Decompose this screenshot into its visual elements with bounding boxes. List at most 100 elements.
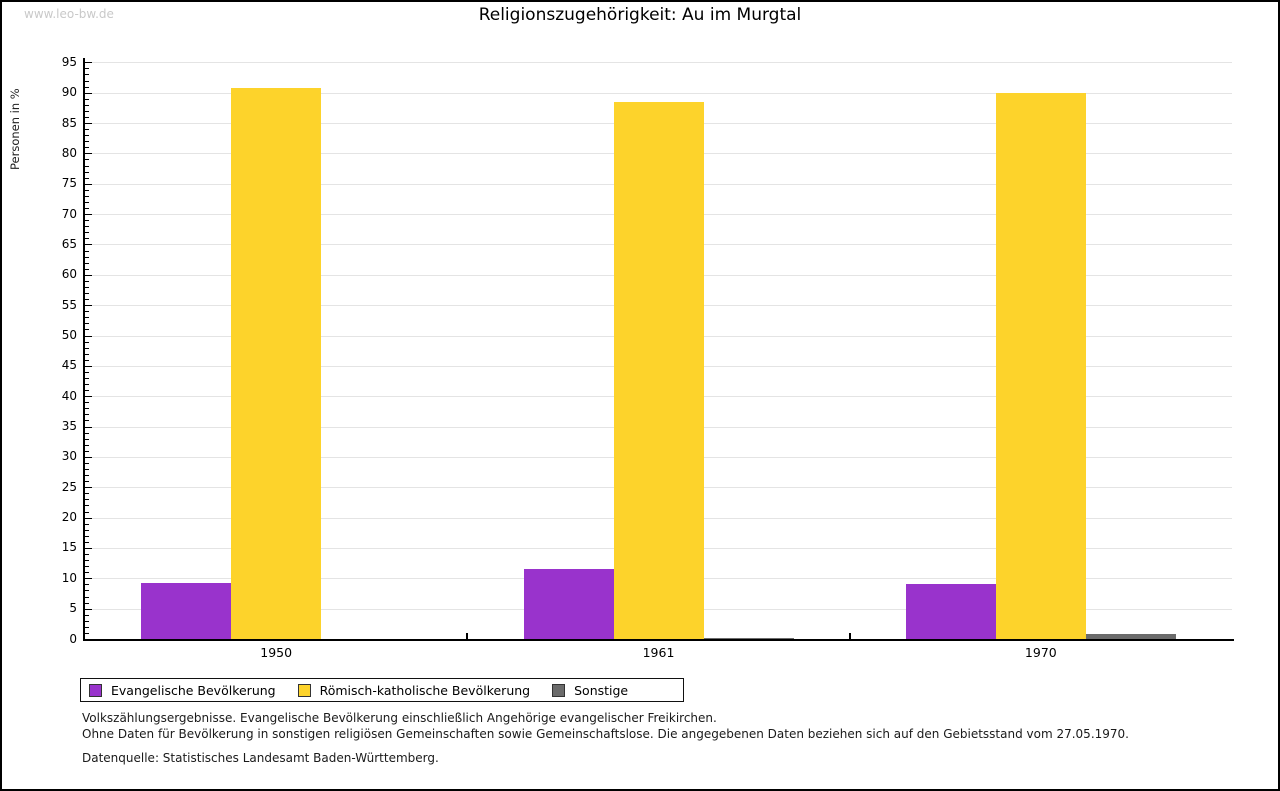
y-minor-tick bbox=[85, 287, 89, 288]
y-major-tick bbox=[85, 366, 92, 367]
y-minor-tick bbox=[85, 390, 89, 391]
y-minor-tick bbox=[85, 208, 89, 209]
y-minor-tick bbox=[85, 554, 89, 555]
y-major-tick bbox=[85, 609, 92, 610]
y-tick-label: 80 bbox=[61, 145, 77, 160]
y-minor-tick bbox=[85, 317, 89, 318]
y-major-tick bbox=[85, 427, 92, 428]
bar-1961-series0 bbox=[524, 569, 614, 639]
y-major-tick bbox=[85, 275, 92, 276]
y-minor-tick bbox=[85, 135, 89, 136]
y-minor-tick bbox=[85, 293, 89, 294]
y-major-tick bbox=[85, 457, 92, 458]
y-minor-tick bbox=[85, 463, 89, 464]
y-minor-tick bbox=[85, 536, 89, 537]
y-minor-tick bbox=[85, 572, 89, 573]
footnote-line: Volkszählungsergebnisse. Evangelische Be… bbox=[82, 711, 717, 725]
y-minor-tick bbox=[85, 141, 89, 142]
y-major-tick bbox=[85, 548, 92, 549]
y-minor-tick bbox=[85, 232, 89, 233]
y-minor-tick bbox=[85, 105, 89, 106]
y-tick-label: 50 bbox=[61, 328, 77, 342]
y-major-tick bbox=[85, 214, 92, 215]
y-minor-tick bbox=[85, 505, 89, 506]
x-boundary-tick bbox=[466, 633, 468, 639]
y-major-tick bbox=[85, 184, 92, 185]
x-tick-label: 1970 bbox=[1024, 645, 1057, 660]
y-major-tick bbox=[85, 396, 92, 397]
legend-label: Römisch-katholische Bevölkerung bbox=[319, 682, 531, 698]
y-minor-tick bbox=[85, 597, 89, 598]
y-minor-tick bbox=[85, 81, 89, 82]
y-minor-tick bbox=[85, 117, 89, 118]
y-minor-tick bbox=[85, 615, 89, 616]
y-minor-tick bbox=[85, 530, 89, 531]
y-minor-tick bbox=[85, 512, 89, 513]
bar-1950-series0 bbox=[141, 582, 231, 639]
y-minor-tick bbox=[85, 469, 89, 470]
y-tick-label: 5 bbox=[69, 601, 77, 616]
y-major-tick bbox=[85, 62, 92, 63]
y-minor-tick bbox=[85, 408, 89, 409]
y-gridline bbox=[85, 93, 1232, 94]
y-tick-label: 20 bbox=[61, 510, 77, 525]
y-minor-tick bbox=[85, 74, 89, 75]
x-tick-label: 1961 bbox=[642, 645, 675, 660]
y-tick-label: 90 bbox=[61, 85, 77, 100]
bar-1961-series2 bbox=[704, 637, 794, 639]
legend-swatch-icon bbox=[297, 683, 311, 697]
y-minor-tick bbox=[85, 329, 89, 330]
y-minor-tick bbox=[85, 481, 89, 482]
y-minor-tick bbox=[85, 238, 89, 239]
y-tick-label: 40 bbox=[61, 388, 77, 403]
plot-area: 1950 1961 1970 0 5 10 15 20 25 30 35 40 45 50 55 60 65 70… bbox=[2, 2, 1278, 702]
y-minor-tick bbox=[85, 621, 89, 622]
footnote-line: Ohne Daten für Bevölkerung in sonstigen … bbox=[82, 726, 1129, 741]
y-gridline bbox=[85, 62, 1232, 63]
y-minor-tick bbox=[85, 475, 89, 476]
y-minor-tick bbox=[85, 627, 89, 628]
y-minor-tick bbox=[85, 226, 89, 227]
y-major-tick bbox=[85, 487, 92, 488]
bar-1970-series1 bbox=[996, 92, 1086, 639]
bar-1950-series1 bbox=[231, 88, 321, 639]
y-tick-label: 65 bbox=[61, 236, 77, 251]
y-tick-label: 35 bbox=[61, 419, 77, 434]
y-minor-tick bbox=[85, 402, 89, 403]
y-minor-tick bbox=[85, 560, 89, 561]
y-major-tick bbox=[85, 578, 92, 579]
y-tick-label: 55 bbox=[61, 297, 77, 312]
y-minor-tick bbox=[85, 111, 89, 112]
x-boundary-tick bbox=[849, 633, 851, 639]
y-minor-tick bbox=[85, 342, 89, 343]
y-minor-tick bbox=[85, 87, 89, 88]
y-minor-tick bbox=[85, 603, 89, 604]
y-major-tick bbox=[85, 244, 92, 245]
x-tick-label: 1950 bbox=[260, 645, 293, 660]
y-minor-tick bbox=[85, 348, 89, 349]
y-minor-tick bbox=[85, 311, 89, 312]
y-tick-label: 15 bbox=[61, 540, 77, 555]
y-minor-tick bbox=[85, 433, 89, 434]
source-note: Datenquelle: Statistisches Landesamt Bad… bbox=[82, 751, 439, 765]
x-axis-line bbox=[83, 639, 1234, 641]
y-minor-tick bbox=[85, 414, 89, 415]
y-minor-tick bbox=[85, 263, 89, 264]
y-minor-tick bbox=[85, 251, 89, 252]
y-tick-label: 0 bbox=[69, 631, 77, 646]
y-minor-tick bbox=[85, 354, 89, 355]
y-minor-tick bbox=[85, 68, 89, 69]
y-tick-label: 10 bbox=[61, 570, 77, 585]
bar-1970-series2 bbox=[1086, 633, 1176, 639]
y-minor-tick bbox=[85, 172, 89, 173]
legend-label: Sonstige bbox=[574, 682, 629, 698]
footnotes: Volkszählungsergebnisse. Evangelische Be… bbox=[82, 711, 1129, 767]
y-minor-tick bbox=[85, 584, 89, 585]
y-tick-label: 25 bbox=[61, 479, 77, 494]
y-minor-tick bbox=[85, 166, 89, 167]
legend-item: Sonstige bbox=[552, 683, 628, 698]
y-major-tick bbox=[85, 123, 92, 124]
y-minor-tick bbox=[85, 590, 89, 591]
chart-title: Religionszugehörigkeit: Au im Murgtal bbox=[478, 5, 802, 25]
